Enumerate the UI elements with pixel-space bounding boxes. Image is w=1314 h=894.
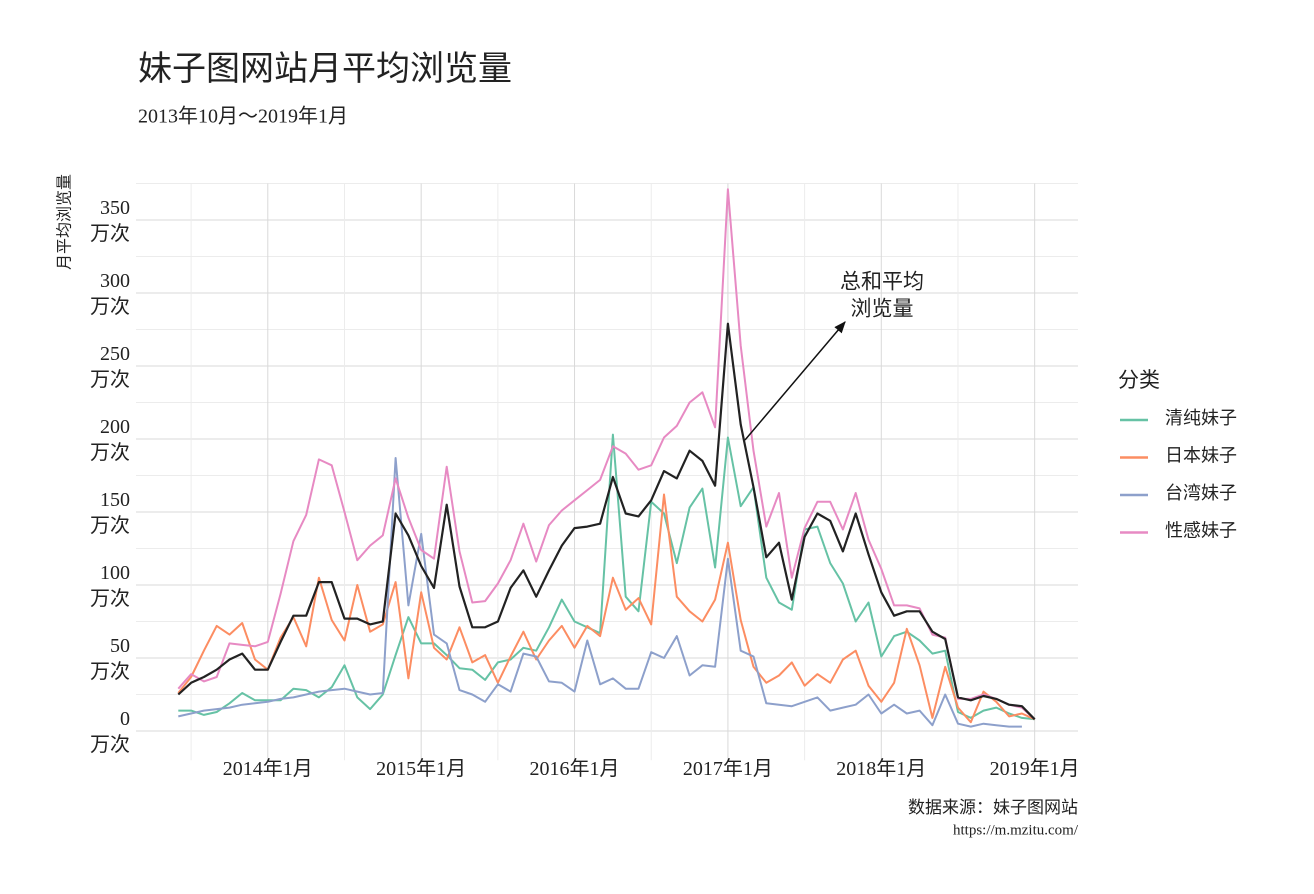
- data-line: [178, 457, 1022, 728]
- data-line: [178, 433, 1035, 721]
- legend-label: 台湾妹子: [1165, 483, 1237, 503]
- x-tick-label: 2017年1月: [683, 757, 773, 780]
- chart-title: 妹子图网站月平均浏览量: [138, 50, 512, 88]
- chart-subtitle: 2013年10月～2019年1月: [138, 105, 348, 128]
- annotation-arrow: [744, 321, 846, 441]
- legend-title: 分类: [1118, 368, 1160, 392]
- y-tick-label: 200 万次: [90, 416, 130, 464]
- y-tick-label: 150 万次: [90, 489, 130, 537]
- y-tick-label: 250 万次: [90, 343, 130, 391]
- y-tick-label: 300 万次: [90, 270, 130, 318]
- y-tick-label: 0 万次: [90, 708, 130, 756]
- data-line: [177, 493, 1036, 724]
- legend-label: 清纯妹子: [1165, 408, 1237, 428]
- annotation-group: 总和平均浏览量: [744, 269, 924, 441]
- legend-label: 性感妹子: [1165, 521, 1237, 541]
- x-tick-label: 2019年1月: [990, 757, 1080, 780]
- source-url: https://m.mzitu.com/: [953, 822, 1079, 838]
- y-tick-label: 100 万次: [90, 562, 130, 610]
- y-tick-label: 50 万次: [90, 635, 130, 683]
- data-line: [177, 188, 1036, 721]
- x-tick-label: 2018年1月: [836, 757, 926, 780]
- x-tick-label: 2014年1月: [223, 757, 313, 780]
- legend-label: 日本妹子: [1165, 446, 1237, 466]
- data-line: [177, 322, 1036, 721]
- plot-area: [177, 188, 1036, 728]
- x-tick-label: 2015年1月: [376, 757, 466, 780]
- y-tick-label: 350 万次: [90, 197, 130, 245]
- source: 数据来源：妹子图网站: [908, 798, 1078, 817]
- grid: 0 万次 50 万次 100 万次 150 万次 200 万次 250 万次 300 万次 350 万次 201…: [90, 183, 1080, 780]
- x-tick-label: 2016年1月: [530, 757, 620, 780]
- y-axis-label: 月平均浏览量: [56, 174, 74, 270]
- annotation-text: 总和平均浏览量: [840, 269, 924, 320]
